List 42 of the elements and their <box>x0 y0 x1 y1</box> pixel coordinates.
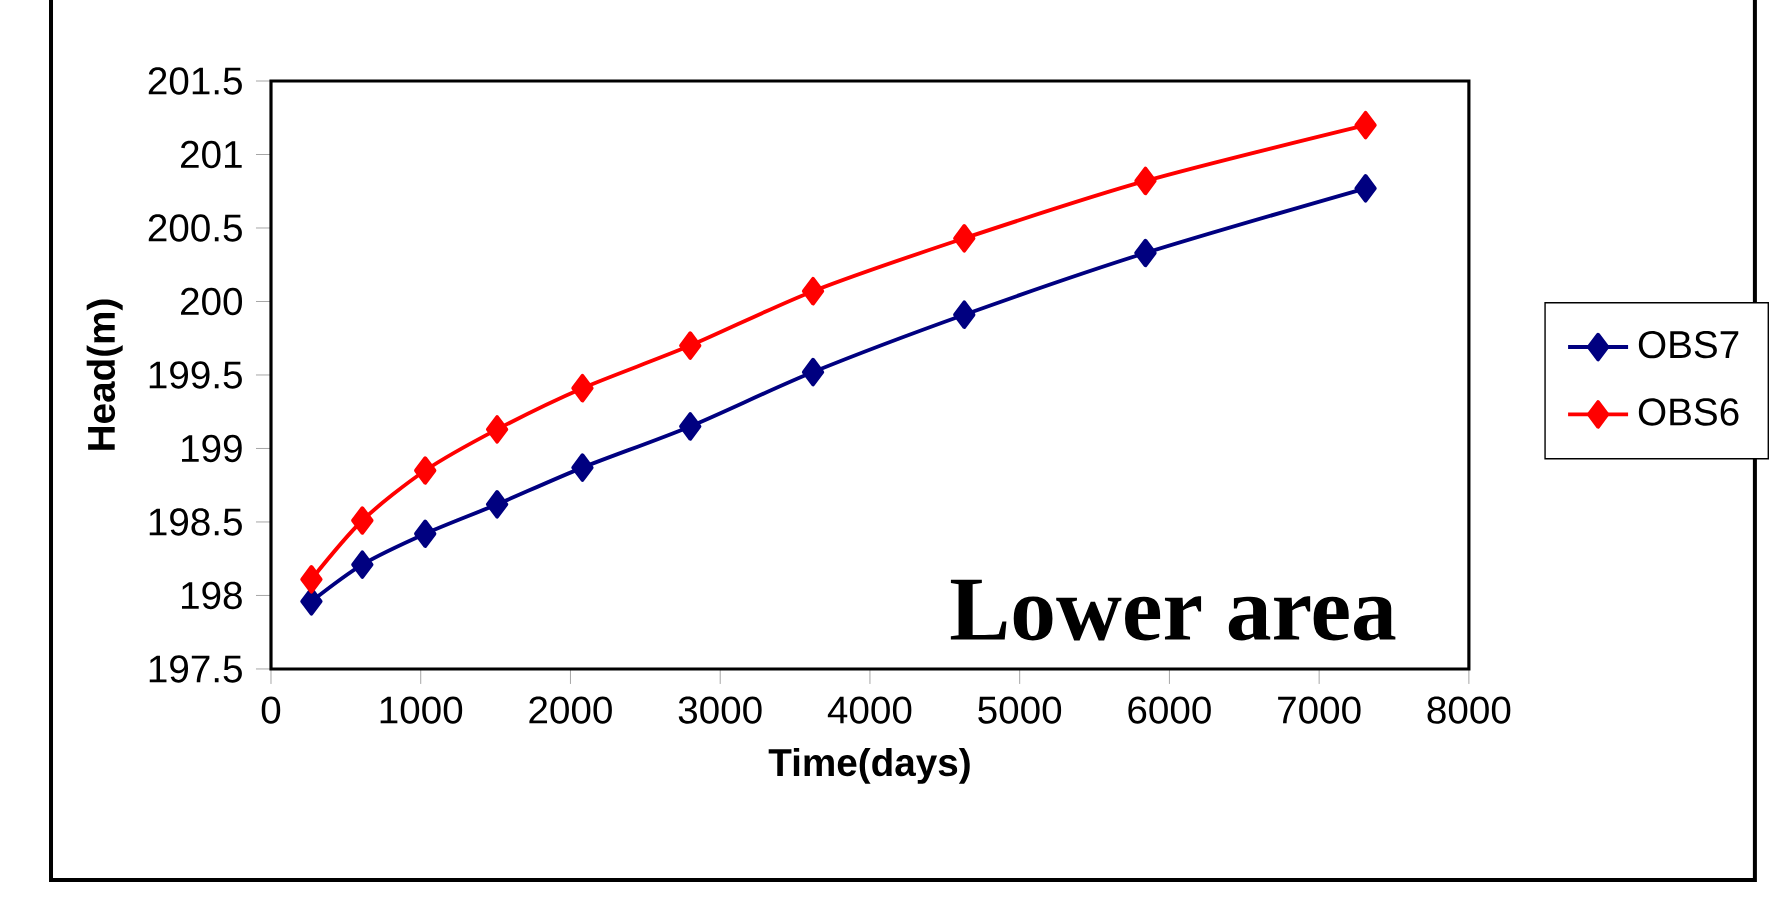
point <box>801 277 825 306</box>
point <box>679 331 702 360</box>
point <box>1354 174 1377 203</box>
x-tick-label: 8000 <box>1427 696 1511 724</box>
x-tick-label: 4000 <box>827 696 912 724</box>
point <box>1354 110 1377 140</box>
y-tick-label: 198.5 <box>149 508 242 536</box>
point <box>953 300 976 329</box>
x-axis-title: Time(days) <box>768 747 970 784</box>
y-tick-label: 199.5 <box>149 361 242 389</box>
point <box>1134 166 1157 196</box>
y-tick-label: 200.5 <box>148 214 242 242</box>
legend-label: OBS7 <box>1638 330 1739 359</box>
y-tick-label: 201.5 <box>148 67 242 95</box>
y-tick-label: 198 <box>182 581 242 610</box>
point <box>801 357 825 387</box>
x-tick-label: 7000 <box>1278 696 1361 724</box>
point <box>953 224 976 253</box>
point <box>351 550 374 579</box>
x-tick-label: 3000 <box>678 696 762 724</box>
legend-label: OBS6 <box>1638 398 1739 426</box>
point <box>485 490 509 519</box>
y-axis-title: Head(m) <box>86 299 123 450</box>
point <box>414 519 437 548</box>
point <box>414 456 437 485</box>
point <box>1134 238 1157 268</box>
x-tick-label: 2000 <box>529 696 612 724</box>
x-tick-label: 0 <box>261 696 281 724</box>
y-tick-label: 197.5 <box>149 655 242 683</box>
y-tick-label: 199 <box>182 434 242 463</box>
x-tick-label: 5000 <box>978 696 1062 724</box>
point <box>571 374 594 403</box>
y-tick-label: 201 <box>181 140 242 169</box>
point <box>351 506 374 535</box>
point <box>485 415 509 444</box>
point <box>300 565 323 594</box>
x-tick-label: 1000 <box>380 696 463 724</box>
point <box>571 453 594 482</box>
point <box>679 412 702 441</box>
y-tick-label: 200 <box>181 287 243 316</box>
x-tick-label: 6000 <box>1128 696 1211 724</box>
annotation: Lower area <box>950 579 1396 641</box>
